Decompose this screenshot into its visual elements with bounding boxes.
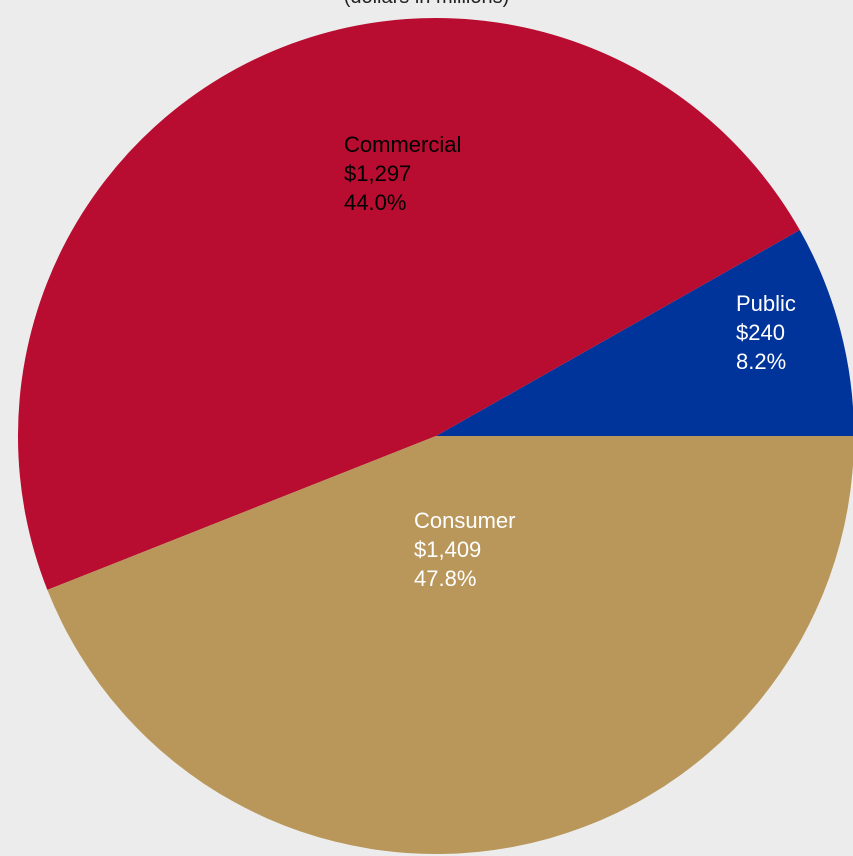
pie-slice-commercial <box>47 436 853 854</box>
pie-slices <box>17 17 853 854</box>
pie-label-commercial: Commercial $1,297 44.0% <box>344 132 461 215</box>
pie-label-public: Public $240 8.2% <box>736 291 796 374</box>
pie-slice-consumer <box>17 17 800 590</box>
pie-label-consumer: Consumer $1,409 47.8% <box>414 508 515 591</box>
pie-slice-public <box>436 230 853 436</box>
chart-subtitle: (dollars in millions) <box>0 0 853 9</box>
pie-labels: Public $240 8.2% Consumer $1,409 47.8% Commerc… <box>344 132 796 591</box>
